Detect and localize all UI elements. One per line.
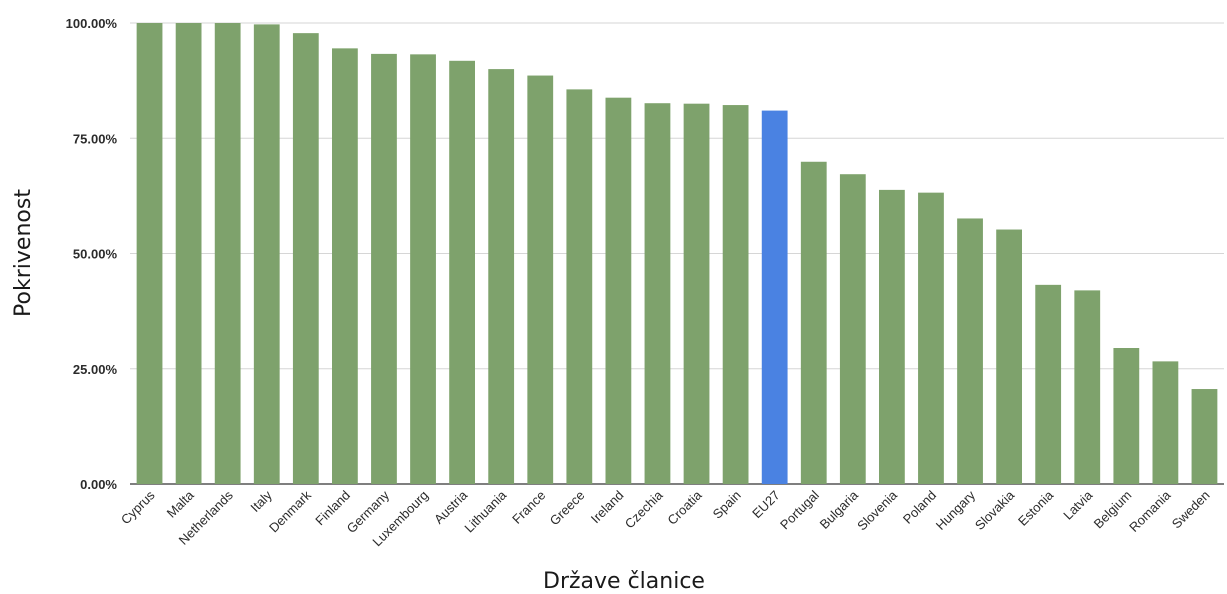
y-tick-label: 75.00% — [73, 131, 118, 146]
y-tick-label: 50.00% — [73, 247, 118, 262]
bar-italy — [253, 24, 280, 484]
bar-austria — [449, 60, 475, 485]
bar-denmark — [292, 33, 319, 484]
x-tick-label: Croatia — [664, 487, 705, 528]
bar-romania — [1152, 361, 1179, 484]
x-tick-label: Italy — [247, 487, 275, 515]
bar-estonia — [1035, 284, 1062, 484]
x-tick-label: EU27 — [749, 488, 783, 522]
y-tick-label: 100.00% — [66, 16, 118, 31]
bar-portugal — [800, 161, 827, 484]
y-tick-label: 0.00% — [80, 477, 117, 492]
bar-sweden — [1191, 389, 1218, 484]
x-tick-label: Estonia — [1015, 487, 1057, 529]
x-tick-label: Portugal — [777, 487, 822, 532]
bar-eu27 — [761, 110, 788, 484]
y-tick-label: 25.00% — [73, 362, 118, 377]
bar-slovenia — [879, 189, 905, 484]
bar-france — [527, 75, 554, 485]
x-tick-label: Lithuania — [461, 487, 509, 535]
x-tick-label: Czechia — [622, 487, 666, 531]
x-tick-label: Bulgaria — [817, 487, 862, 532]
bar-belgium — [1113, 348, 1140, 484]
x-tick-label: Spain — [710, 488, 744, 522]
bar-greece — [566, 89, 593, 484]
bar-croatia — [683, 103, 710, 485]
bar-finland — [332, 48, 358, 485]
bar-bulgaria — [839, 174, 866, 484]
bar-luxembourg — [410, 54, 436, 484]
bar-latvia — [1074, 290, 1101, 484]
bar-czechia — [644, 103, 671, 485]
x-tick-label: Romania — [1126, 487, 1174, 535]
bar-malta — [175, 23, 202, 484]
x-tick-label: Slovenia — [854, 487, 900, 533]
bar-germany — [371, 53, 397, 484]
x-axis-title: Države članice — [543, 569, 705, 594]
bar-lithuania — [488, 69, 515, 484]
x-tick-label: Latvia — [1060, 487, 1096, 523]
x-tick-label: Hungary — [933, 487, 979, 533]
x-tick-label: France — [509, 488, 548, 527]
bar-netherlands — [214, 23, 241, 484]
bar-poland — [918, 192, 944, 484]
x-tick-label: Sweden — [1169, 488, 1213, 532]
x-tick-label: Malta — [164, 487, 198, 521]
bar-hungary — [957, 218, 983, 484]
y-axis-ticks: 0.00% 25.00% 50.00% 75.00% 100.00% — [66, 16, 118, 492]
bar-cyprus — [136, 23, 163, 484]
x-tick-label: Greece — [547, 488, 588, 529]
x-tick-label: Denmark — [266, 487, 314, 535]
x-tick-label: Cyprus — [118, 487, 158, 527]
bar-ireland — [605, 97, 632, 485]
y-axis-title: Pokrivenost — [11, 189, 36, 317]
bars — [136, 23, 1218, 485]
bar-slovakia — [996, 229, 1022, 484]
bar-spain — [722, 105, 749, 484]
x-tick-label: Slovakia — [972, 487, 1018, 533]
